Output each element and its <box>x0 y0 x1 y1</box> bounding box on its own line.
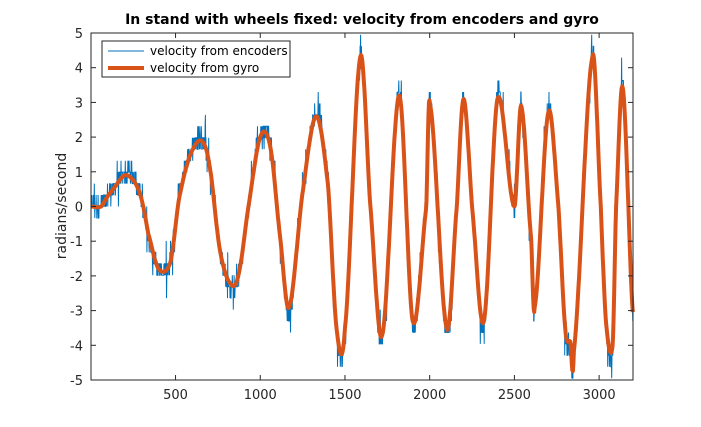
legend-label-gyro: velocity from gyro <box>150 61 259 75</box>
plot-area <box>91 33 633 380</box>
series-layer <box>89 34 635 379</box>
y-tick-label: 0 <box>75 201 83 216</box>
y-tick-label: 3 <box>75 96 83 111</box>
y-tick-label: -2 <box>70 270 83 285</box>
x-tick-label: 1000 <box>244 388 277 403</box>
x-tick-label: 500 <box>163 388 188 403</box>
x-tick-label: 2500 <box>498 388 531 403</box>
y-tick-label: -5 <box>70 374 83 389</box>
series-line-gyro <box>89 52 635 374</box>
y-tick-label: 5 <box>75 27 83 42</box>
x-tick-label: 2000 <box>413 388 446 403</box>
x-tick-label: 1500 <box>328 388 361 403</box>
y-tick-label: -1 <box>70 235 83 250</box>
chart-title: In stand with wheels fixed: velocity fro… <box>125 12 599 28</box>
x-tick-label: 3000 <box>583 388 616 403</box>
y-tick-label: -4 <box>70 339 83 354</box>
y-tick-label: 4 <box>75 62 83 77</box>
y-tick-label: 2 <box>75 131 83 146</box>
y-tick-label: 1 <box>75 166 83 181</box>
axes-box <box>90 32 634 381</box>
y-axis-label: radians/second <box>54 153 70 260</box>
legend-box <box>101 40 291 78</box>
tick-layer: 500 1000 1500 2000 2500 3000 -5 -4 -3 -2 -1 0 1 2 3 4 5 <box>70 27 633 403</box>
y-tick-label: -3 <box>70 305 83 320</box>
legend: velocity from encoders velocity from gyr… <box>101 40 291 78</box>
legend-label-encoders: velocity from encoders <box>150 44 288 58</box>
